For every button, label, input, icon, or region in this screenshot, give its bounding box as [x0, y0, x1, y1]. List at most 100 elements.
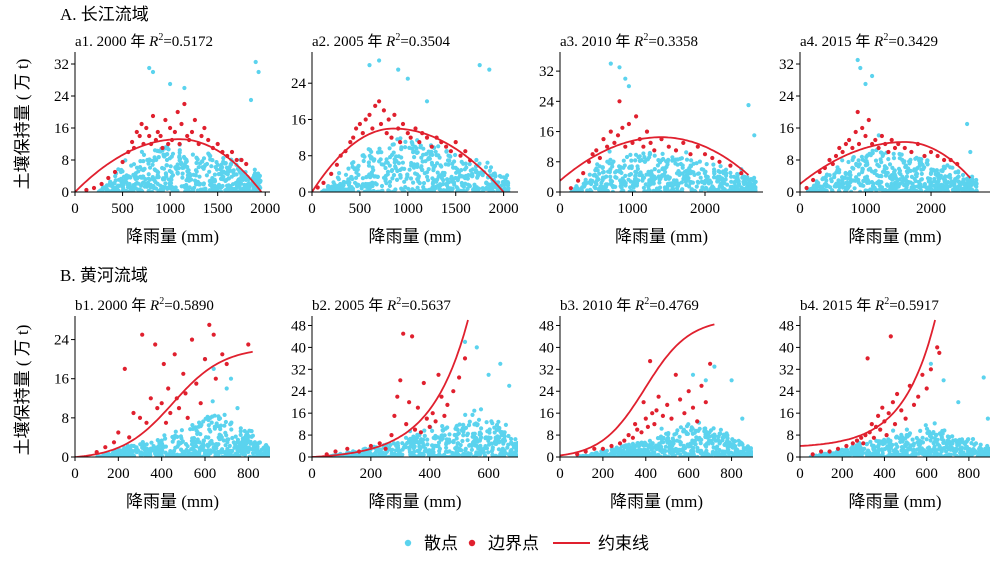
scatter-point — [466, 454, 471, 457]
scatter-point — [678, 171, 683, 176]
boundary-point — [404, 422, 409, 427]
scatter-point — [196, 165, 201, 170]
scatter-point — [142, 166, 147, 171]
boundary-point — [144, 420, 149, 425]
scatter-point — [711, 185, 716, 190]
scatter-point — [875, 162, 880, 167]
scatter-point — [431, 435, 436, 440]
scatter-point — [695, 447, 700, 452]
scatter-point — [223, 161, 228, 166]
scatter-point — [119, 454, 124, 457]
scatter-point — [651, 189, 656, 192]
y-tick-label: 32 — [539, 64, 554, 80]
scatter-point — [403, 185, 408, 190]
boundary-point — [652, 422, 657, 427]
scatter-point — [336, 177, 341, 182]
scatter-point — [108, 179, 113, 184]
boundary-point — [708, 361, 713, 366]
scatter-point — [492, 430, 497, 435]
boundary-point — [377, 441, 382, 446]
boundary-point — [654, 408, 659, 413]
boundary-point — [229, 149, 235, 155]
scatter-point — [248, 97, 254, 103]
constraint-curve — [800, 319, 936, 447]
scatter-point — [428, 152, 433, 157]
boundary-point — [942, 157, 947, 163]
scatter-point — [694, 435, 699, 440]
scatter-point — [414, 146, 419, 151]
constraint-curve — [75, 138, 263, 192]
scatter-point — [940, 454, 945, 457]
scatter-point — [933, 447, 938, 452]
scatter-point — [163, 181, 168, 186]
scatter-point — [733, 179, 738, 184]
scatter-point — [863, 163, 868, 168]
scatter-point — [629, 188, 634, 192]
scatter-point — [908, 168, 913, 173]
scatter-point — [205, 442, 210, 447]
scatter-point — [610, 184, 616, 190]
scatter-point — [228, 448, 233, 453]
scatter-point — [878, 440, 883, 445]
boundary-point — [395, 394, 400, 399]
scatter-point — [646, 169, 651, 174]
scatter-point — [342, 189, 347, 192]
boundary-point — [630, 435, 636, 440]
scatter-point — [225, 440, 230, 445]
scatter-point — [986, 446, 990, 451]
boundary-point — [869, 422, 874, 427]
scatter-point — [480, 186, 485, 191]
scatter-point — [458, 188, 463, 192]
scatter-point — [865, 188, 870, 192]
scatter-point — [957, 180, 962, 186]
scatter-point — [361, 158, 366, 164]
scatter-point — [175, 171, 180, 176]
scatter-point — [462, 339, 468, 344]
scatter-point — [498, 361, 503, 366]
chart-title-r2: =0.5172 — [163, 34, 213, 50]
scatter-point — [665, 162, 670, 167]
chart-title: b2. 2005 年 R2=0.5637 — [312, 296, 451, 314]
scatter-point — [393, 166, 398, 171]
scatter-point — [210, 158, 215, 163]
scatter-point — [141, 152, 147, 157]
boundary-point — [220, 352, 225, 357]
scatter-point — [628, 185, 633, 190]
boundary-point — [153, 342, 158, 347]
scatter-point — [417, 444, 422, 449]
scatter-point — [450, 179, 455, 184]
section-b-label: B. 黄河流域 — [60, 266, 148, 285]
boundary-point — [161, 361, 166, 367]
scatter-point — [837, 452, 842, 457]
scatter-point — [933, 186, 938, 191]
scatter-point — [168, 181, 174, 186]
scatter-point — [379, 189, 384, 192]
scatter-point — [950, 434, 955, 439]
scatter-point — [737, 442, 742, 447]
chart-title-sup: 2 — [643, 32, 648, 43]
scatter-point — [478, 447, 483, 452]
scatter-point — [629, 445, 634, 450]
scatter-point — [120, 448, 125, 453]
scatter-point — [244, 434, 250, 440]
scatter-point — [723, 170, 728, 175]
boundary-point — [916, 394, 921, 399]
scatter-point — [593, 454, 598, 457]
scatter-point — [337, 171, 342, 176]
boundary-point — [702, 152, 708, 157]
scatter-point — [702, 186, 707, 192]
boundary-point — [884, 433, 889, 438]
x-tick-label: 600 — [194, 466, 217, 482]
chart-title-r: R — [386, 298, 396, 314]
scatter-point — [677, 434, 682, 439]
scatter-point — [911, 187, 917, 192]
scatter-point — [399, 186, 404, 191]
scatter-point — [238, 432, 243, 437]
scatter-point — [331, 180, 336, 185]
scatter-point — [193, 182, 199, 187]
scatter-point — [945, 438, 950, 443]
scatter-point — [934, 168, 940, 173]
scatter-point — [653, 176, 658, 181]
scatter-point — [640, 178, 645, 183]
